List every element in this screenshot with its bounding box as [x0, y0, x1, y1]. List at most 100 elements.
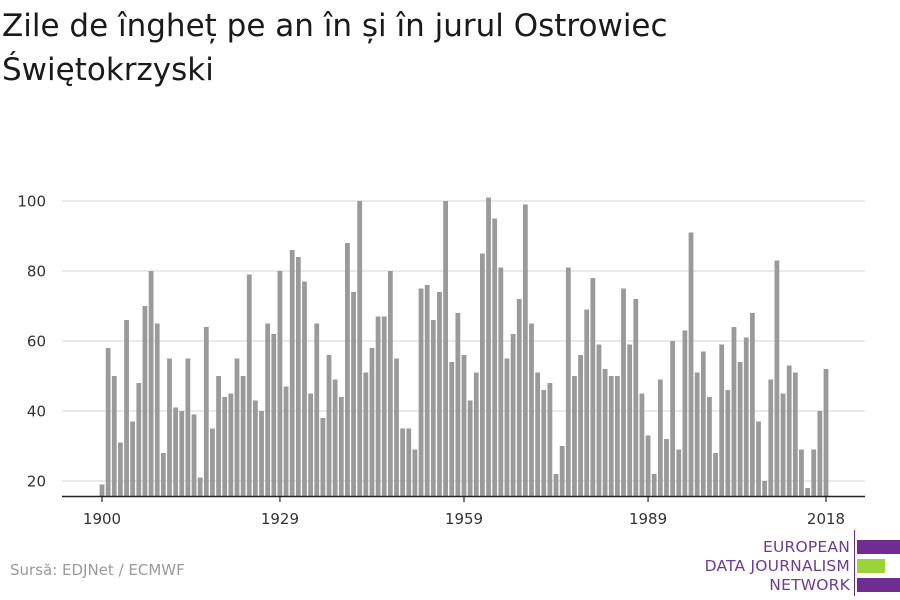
bar[interactable]: [590, 278, 596, 496]
bar[interactable]: [437, 292, 442, 496]
bar[interactable]: [786, 365, 792, 497]
bar[interactable]: [584, 309, 590, 497]
bar[interactable]: [688, 232, 694, 497]
bar[interactable]: [283, 386, 289, 497]
bar[interactable]: [559, 446, 565, 496]
bar[interactable]: [602, 369, 608, 496]
bar[interactable]: [774, 260, 780, 497]
bar[interactable]: [645, 435, 651, 497]
bar[interactable]: [277, 271, 283, 496]
bar[interactable]: [498, 267, 504, 497]
bar[interactable]: [302, 281, 307, 497]
bar[interactable]: [792, 372, 798, 497]
bar[interactable]: [387, 271, 393, 496]
bar[interactable]: [639, 393, 645, 497]
bar[interactable]: [412, 449, 418, 497]
bar[interactable]: [651, 474, 657, 496]
bar[interactable]: [805, 488, 810, 496]
bar[interactable]: [400, 428, 406, 497]
bar[interactable]: [713, 453, 718, 496]
bar[interactable]: [578, 355, 583, 496]
bar[interactable]: [756, 421, 761, 497]
bar[interactable]: [142, 306, 148, 496]
bar[interactable]: [369, 348, 375, 496]
bar[interactable]: [430, 320, 436, 496]
bar[interactable]: [731, 327, 737, 496]
bar[interactable]: [271, 334, 277, 496]
bar[interactable]: [799, 449, 804, 497]
bar[interactable]: [222, 397, 228, 496]
bar[interactable]: [762, 481, 768, 496]
bar[interactable]: [252, 400, 258, 497]
bar[interactable]: [111, 376, 117, 496]
bar[interactable]: [780, 393, 786, 497]
bar[interactable]: [234, 358, 240, 497]
bar[interactable]: [345, 243, 350, 496]
edjnet-logo[interactable]: EUROPEAN DATA JOURNALISM NETWORK: [700, 530, 900, 596]
bar[interactable]: [449, 362, 455, 496]
bar[interactable]: [179, 411, 185, 496]
bar[interactable]: [338, 397, 344, 496]
bar[interactable]: [167, 358, 172, 497]
bar[interactable]: [817, 411, 823, 496]
bar[interactable]: [719, 344, 725, 497]
bar[interactable]: [486, 197, 491, 497]
bar[interactable]: [621, 288, 626, 497]
bar[interactable]: [295, 257, 301, 496]
bar[interactable]: [363, 372, 369, 497]
bar[interactable]: [700, 351, 706, 497]
bar[interactable]: [510, 334, 516, 496]
bar[interactable]: [553, 474, 559, 496]
bar[interactable]: [768, 379, 774, 497]
bar[interactable]: [326, 355, 332, 496]
bar[interactable]: [657, 379, 663, 497]
bar[interactable]: [608, 376, 614, 496]
bar[interactable]: [406, 428, 412, 497]
bar[interactable]: [136, 383, 142, 496]
bar[interactable]: [480, 253, 485, 497]
bar[interactable]: [743, 337, 749, 497]
bar[interactable]: [210, 428, 215, 497]
bar[interactable]: [160, 453, 166, 496]
bar[interactable]: [529, 323, 534, 497]
bar[interactable]: [216, 376, 221, 496]
bar[interactable]: [130, 421, 136, 497]
bar[interactable]: [154, 323, 160, 497]
bar[interactable]: [173, 407, 179, 497]
bar[interactable]: [614, 376, 620, 496]
bar[interactable]: [572, 376, 577, 496]
bar[interactable]: [375, 316, 381, 497]
bar[interactable]: [418, 288, 424, 497]
bar[interactable]: [203, 327, 209, 496]
bar[interactable]: [381, 316, 387, 497]
bar[interactable]: [535, 372, 541, 497]
bar[interactable]: [811, 449, 817, 497]
bar[interactable]: [492, 218, 498, 497]
bar[interactable]: [332, 379, 338, 497]
bar[interactable]: [707, 397, 712, 496]
bar[interactable]: [737, 362, 743, 496]
bar[interactable]: [394, 358, 399, 497]
bar[interactable]: [565, 267, 571, 497]
bar[interactable]: [289, 250, 295, 496]
bar[interactable]: [694, 372, 700, 497]
bar[interactable]: [259, 411, 264, 496]
bar[interactable]: [461, 355, 467, 496]
bar[interactable]: [725, 390, 731, 496]
bar[interactable]: [320, 418, 326, 496]
bar[interactable]: [823, 369, 829, 496]
bar[interactable]: [473, 372, 479, 497]
bar[interactable]: [522, 204, 528, 497]
bar[interactable]: [99, 484, 105, 497]
bar[interactable]: [357, 201, 363, 496]
bar[interactable]: [246, 274, 252, 497]
bar[interactable]: [228, 393, 234, 497]
bar[interactable]: [197, 477, 203, 497]
bar[interactable]: [682, 330, 688, 497]
bar[interactable]: [443, 201, 448, 496]
bar[interactable]: [547, 383, 553, 496]
bar[interactable]: [314, 323, 320, 497]
bar[interactable]: [676, 449, 682, 497]
bar[interactable]: [148, 271, 154, 496]
bar[interactable]: [596, 344, 602, 497]
